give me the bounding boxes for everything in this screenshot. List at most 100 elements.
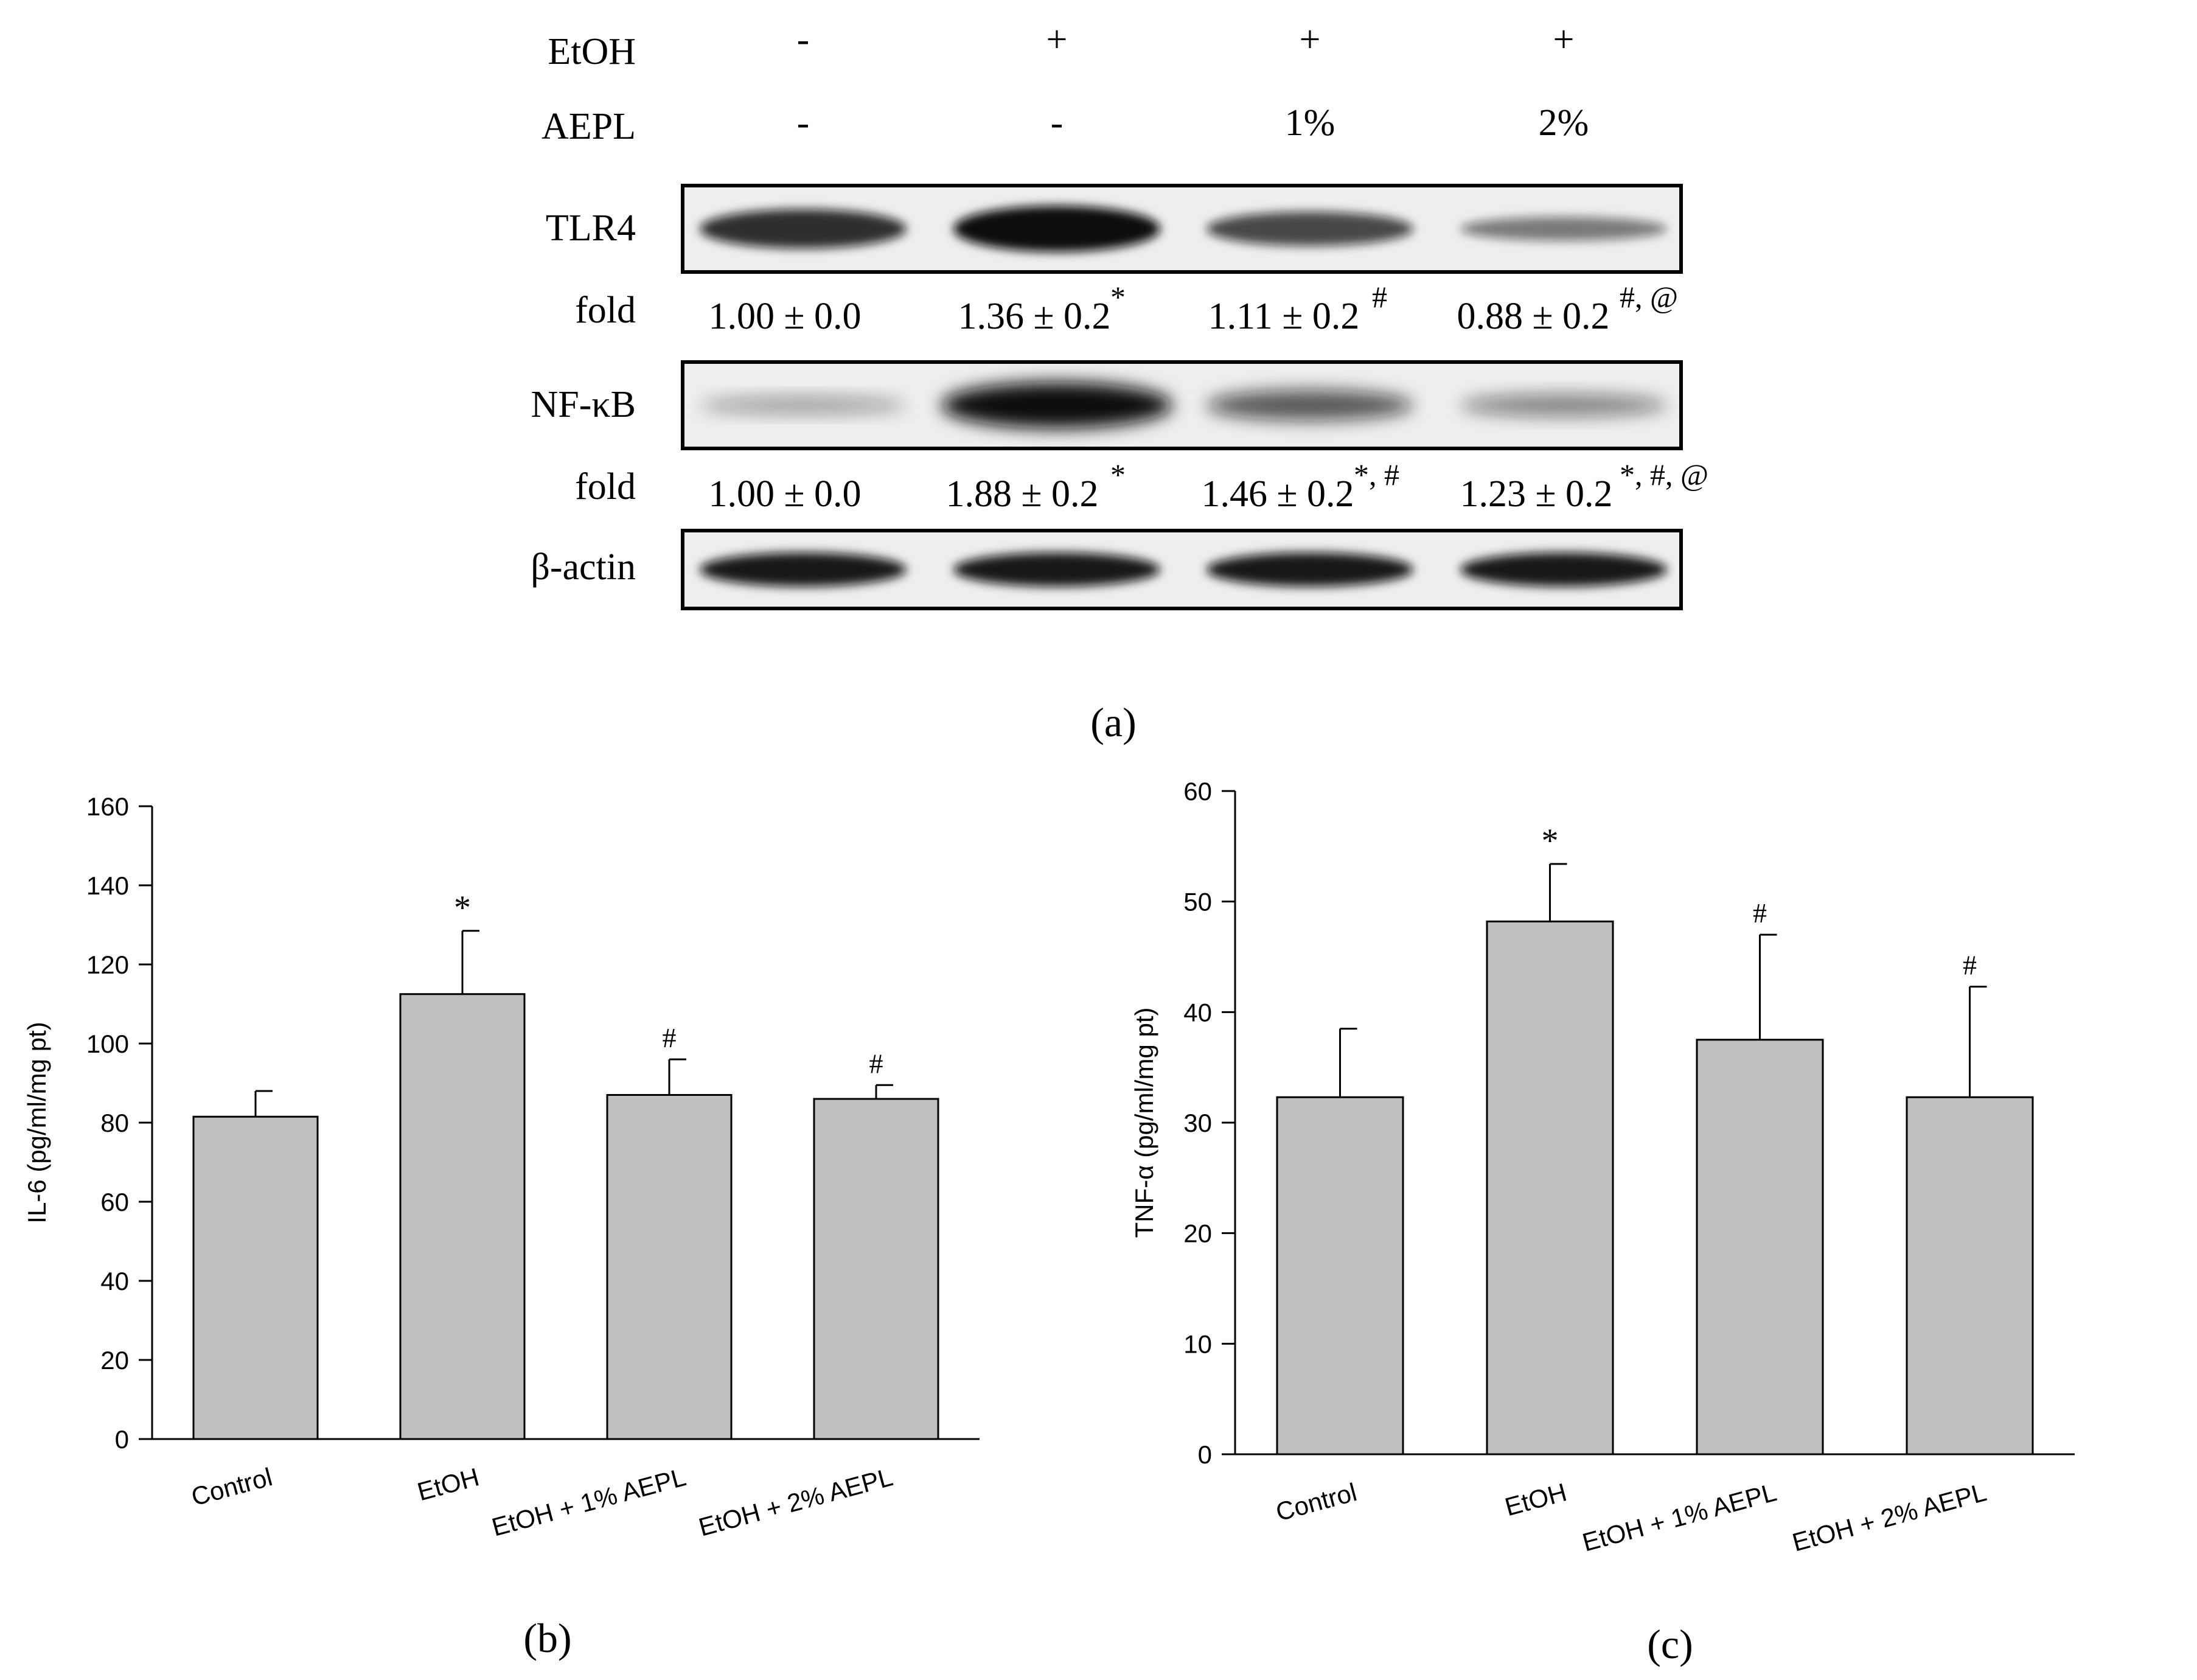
blot-band xyxy=(1206,552,1413,587)
fold-row-tlr4: fold 1.00 ± 0.0 1.36 ± 0.2 * 1.11 ± 0.2 … xyxy=(575,280,1678,337)
treatment-value: 1% xyxy=(1285,102,1335,144)
fold-value: 1.36 ± 0.2 xyxy=(958,296,1110,337)
blot-band xyxy=(700,396,907,414)
significance-marker: # xyxy=(663,1022,677,1053)
x-tick-label: EtOH + 2% AEPL xyxy=(695,1462,896,1541)
y-axis-label: TNF-α (pg/ml/mg pt) xyxy=(1130,1008,1158,1238)
y-tick-label: 60 xyxy=(100,1188,129,1216)
error-bar xyxy=(668,1058,686,1095)
treatment-value: + xyxy=(1046,19,1068,60)
il6-bar-chart: 0 20 40 60 80 100 120 140 160 IL-6 (pg/ml/mg pt) C… xyxy=(23,792,980,1661)
error-bar xyxy=(875,1084,893,1099)
y-tick-label: 80 xyxy=(100,1109,129,1137)
fold-row-nfkb: fold 1.00 ± 0.0 1.88 ± 0.2 * 1.46 ± 0.2 … xyxy=(575,458,1708,515)
fold-sig: * xyxy=(1110,280,1126,314)
blot-band xyxy=(700,552,907,587)
blot-strip-beta-actin: β-actin xyxy=(531,529,1683,610)
y-tick-label: 0 xyxy=(115,1425,129,1454)
y-tick-label: 10 xyxy=(1183,1330,1212,1358)
treatment-value: + xyxy=(1300,19,1321,60)
error-bar xyxy=(254,1090,273,1117)
band-label-nfkb: NF-κB xyxy=(531,384,636,425)
blot-band xyxy=(953,552,1160,587)
treatment-row-etoh: EtOH - + + + xyxy=(548,19,1574,72)
fold-sig: *, # xyxy=(1354,458,1399,492)
panel-label: (b) xyxy=(523,1615,571,1661)
bar xyxy=(813,1098,939,1440)
treatment-row-aepl: AEPL - - 1% 2% xyxy=(541,102,1589,147)
blot-strip-tlr4: TLR4 xyxy=(546,184,1683,274)
y-tick-label: 60 xyxy=(1183,777,1212,806)
significance-marker: # xyxy=(1963,950,1977,981)
fold-value: 1.88 ± 0.2 xyxy=(945,473,1098,515)
panel-label: (c) xyxy=(1647,1621,1693,1667)
bar xyxy=(606,1094,733,1440)
x-tick-label: EtOH xyxy=(414,1462,482,1506)
y-tick-label: 20 xyxy=(100,1346,129,1375)
blot-strip-nfkb: NF-κB xyxy=(531,360,1683,450)
y-tick-label: 100 xyxy=(86,1030,129,1058)
fold-sig: # xyxy=(1372,280,1387,314)
treatment-label-aepl: AEPL xyxy=(541,106,636,147)
panel-label-a: (a) xyxy=(1090,699,1136,745)
error-bar xyxy=(461,930,479,994)
fold-sig: *, #, @ xyxy=(1620,458,1708,492)
error-bar xyxy=(1549,863,1567,922)
fold-value: 1.46 ± 0.2 xyxy=(1201,473,1354,515)
error-bar xyxy=(1969,986,1987,1098)
error-bar xyxy=(1339,1028,1357,1098)
band-group xyxy=(700,382,1667,428)
treatment-value: - xyxy=(1051,102,1064,144)
significance-marker: * xyxy=(454,889,471,927)
significance-marker: # xyxy=(869,1048,883,1079)
treatment-value: 2% xyxy=(1539,102,1589,144)
fold-label: fold xyxy=(575,290,636,331)
band-label-tlr4: TLR4 xyxy=(546,207,636,249)
y-axis-label: IL-6 (pg/ml/mg pt) xyxy=(23,1022,51,1223)
bar xyxy=(1696,1039,1824,1455)
blot-band xyxy=(1460,552,1667,587)
y-tick-label: 0 xyxy=(1198,1440,1212,1469)
bar xyxy=(399,993,526,1440)
treatment-label-etoh: EtOH xyxy=(548,31,636,72)
bar xyxy=(1276,1096,1404,1455)
blot-band xyxy=(1206,389,1413,421)
bar xyxy=(1486,920,1614,1455)
y-tick-label: 30 xyxy=(1183,1109,1212,1137)
significance-marker: # xyxy=(1753,898,1767,929)
y-tick-label: 160 xyxy=(86,792,129,821)
y-tick-label: 120 xyxy=(86,950,129,979)
treatment-value: - xyxy=(797,19,810,60)
fold-sig: #, @ xyxy=(1620,280,1678,314)
fold-value: 1.00 ± 0.0 xyxy=(708,473,861,515)
blot-band xyxy=(1206,211,1413,246)
x-tick-label: EtOH + 1% AEPL xyxy=(489,1462,689,1541)
blot-band xyxy=(700,209,907,249)
fold-value: 1.11 ± 0.2 xyxy=(1208,296,1360,337)
y-tick-label: 140 xyxy=(86,871,129,900)
blot-band xyxy=(953,206,1160,252)
fold-sig: * xyxy=(1110,458,1126,492)
y-tick-label: 40 xyxy=(100,1267,129,1295)
blot-band xyxy=(1460,394,1667,417)
band-group xyxy=(700,206,1667,252)
x-tick-label: Control xyxy=(188,1462,275,1511)
error-bar xyxy=(1759,933,1777,1040)
bar xyxy=(192,1115,319,1440)
x-tick-label: Control xyxy=(1273,1477,1360,1526)
x-tick-label: EtOH xyxy=(1502,1477,1569,1521)
fold-value: 1.23 ± 0.2 xyxy=(1460,473,1612,515)
x-tick-label: EtOH + 2% AEPL xyxy=(1789,1477,1990,1556)
blot-band xyxy=(1460,217,1667,241)
band-label-beta-actin: β-actin xyxy=(531,546,636,588)
y-tick-label: 50 xyxy=(1183,888,1212,916)
bar xyxy=(1906,1096,2034,1455)
fold-value: 0.88 ± 0.2 xyxy=(1457,296,1609,337)
y-tick-label: 40 xyxy=(1183,998,1212,1026)
tnf-alpha-bar-chart: 0 10 20 30 40 50 60 TNF-α (pg/ml/mg pt) Control *… xyxy=(1130,777,2075,1667)
treatment-value: - xyxy=(797,102,810,144)
y-tick-label: 20 xyxy=(1183,1219,1212,1248)
treatment-value: + xyxy=(1553,19,1575,60)
blot-band xyxy=(941,382,1172,428)
